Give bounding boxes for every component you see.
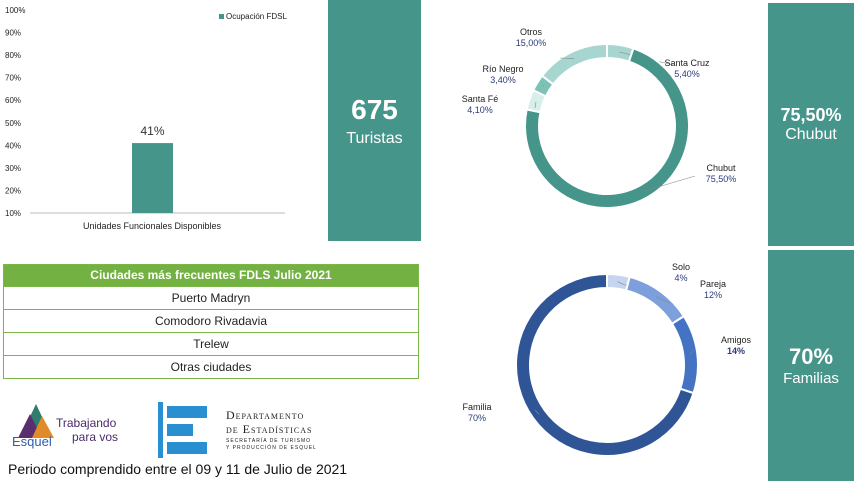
kpi-tourists-label: Turistas [346, 130, 402, 148]
y-tick-label: 60% [5, 96, 21, 105]
cities-table: Ciudades más frecuentes FDLS Julio 2021 … [3, 264, 419, 379]
esquel-slogan-line1: Trabajando [56, 416, 116, 430]
esquel-logo: Esquel Trabajando para vos [10, 402, 140, 454]
bar-chart: 100% 90% 80% 70% 60% 50% 40% 30% 20% 10% 41% Unidad… [0, 0, 322, 240]
santa-cruz-label: Santa Cruz [664, 58, 710, 68]
otros-value: 15,00% [516, 38, 547, 48]
y-tick-label: 100% [5, 6, 25, 15]
otros-label: Otros [520, 27, 543, 37]
y-tick-label: 80% [5, 51, 21, 60]
santa-fe-value: 4,10% [467, 105, 493, 115]
santa-fe-label: Santa Fé [462, 94, 499, 104]
period-text: Periodo comprendido entre el 09 y 11 de … [8, 461, 347, 477]
kpi-families: 70% Familias [768, 250, 854, 481]
y-tick-label: 50% [5, 119, 21, 128]
pareja-slice [626, 277, 684, 324]
kpi-chubut-label: Chubut [785, 126, 837, 144]
pareja-label: Pareja [700, 279, 726, 289]
y-tick-label: 30% [5, 164, 21, 173]
kpi-tourists: 675 Turistas [328, 0, 421, 241]
amigos-label: Amigos [721, 335, 752, 345]
table-row: Trelew [4, 332, 418, 355]
legend-swatch [219, 14, 224, 19]
solo-value: 4% [674, 273, 687, 283]
dept-subtitle-line1: SECRETARÍA DE TURISMO [226, 438, 311, 444]
kpi-families-label: Familias [783, 370, 839, 387]
kpi-chubut: 75,50% Chubut [768, 3, 854, 246]
y-tick-label: 70% [5, 74, 21, 83]
y-tick-label: 90% [5, 29, 21, 38]
y-tick-label: 40% [5, 141, 21, 150]
esquel-slogan-line2: para vos [72, 430, 118, 444]
solo-label: Solo [672, 262, 690, 272]
chubut-value: 75,50% [706, 174, 737, 184]
bar-chart-panel: 100% 90% 80% 70% 60% 50% 40% 30% 20% 10% 41% Unidad… [0, 0, 322, 240]
department-e-icon [158, 402, 210, 458]
chubut-label: Chubut [706, 163, 736, 173]
amigos-slice [672, 316, 698, 393]
x-category-label: Unidades Funcionales Disponibles [83, 221, 222, 231]
rio-negro-label: Río Negro [482, 64, 523, 74]
y-tick-label: 10% [5, 209, 21, 218]
dept-subtitle-line2: Y PRODUCCIÓN DE ESQUEL [226, 445, 317, 451]
bar-value-label: 41% [140, 124, 164, 138]
pareja-value: 12% [704, 290, 722, 300]
santa-cruz-value: 5,40% [674, 69, 700, 79]
bar-ocupacion [132, 143, 173, 213]
otros-slice [542, 44, 607, 84]
familia-label: Familia [462, 402, 491, 412]
department-logo: Departamento de Estadísticas SECRETARÍA … [158, 402, 368, 458]
cities-table-title: Ciudades más frecuentes FDLS Julio 2021 [4, 265, 418, 286]
legend-label: Ocupación FDSL [226, 12, 287, 21]
amigos-value: 14% [727, 346, 745, 356]
table-row: Puerto Madryn [4, 286, 418, 309]
y-tick-label: 20% [5, 186, 21, 195]
kpi-chubut-value: 75,50% [780, 105, 841, 126]
kpi-families-value: 70% [789, 344, 833, 370]
kpi-tourists-value: 675 [351, 94, 398, 126]
dept-title-line1: Departamento [226, 408, 304, 423]
table-row: Otras ciudades [4, 355, 418, 378]
table-row: Comodoro Rivadavia [4, 309, 418, 332]
rio-negro-value: 3,40% [490, 75, 516, 85]
dept-title-line2: de Estadísticas [226, 422, 312, 437]
familia-value: 70% [468, 413, 486, 423]
esquel-name: Esquel [12, 434, 52, 449]
